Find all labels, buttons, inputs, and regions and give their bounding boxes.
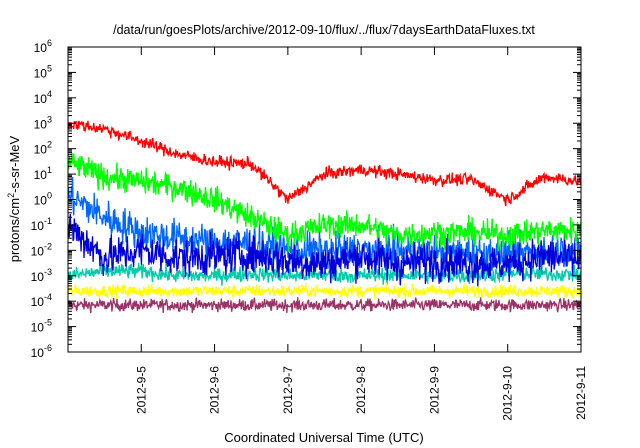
y-tick-label: 104 [34,89,52,106]
plot-frame [67,46,582,353]
y-tick-label: 10-5 [31,318,52,335]
y-tick-label: 10-6 [31,343,52,360]
y-tick-label: 10-4 [31,292,52,309]
y-tick-label: 106 [34,38,52,55]
y-tick-label: 101 [34,165,52,182]
y-tick-label: 10-2 [31,241,52,258]
y-tick-label: 103 [34,114,52,131]
y-tick-label: 105 [34,63,52,80]
y-tick-label: 100 [34,191,52,208]
series-line [67,282,582,300]
y-label-rest: -s-sr-MeV [7,135,22,192]
series-line [67,213,582,287]
series-layer [67,120,582,314]
series-line [67,262,582,286]
y-label-base: protons/cm [7,198,22,262]
x-axis-label: Coordinated Universal Time (UTC) [224,430,423,445]
y-label-superscript: 2 [6,193,16,198]
series-line [67,297,582,314]
y-tick-label: 10-1 [31,216,52,233]
y-tick-label: 10-3 [31,267,52,284]
x-tick-label: 2012-9-9 [427,366,441,414]
x-tick-label: 2012-9-8 [354,366,368,414]
x-tick-label: 2012-9-7 [281,366,295,414]
series-line [67,152,582,252]
y-axis-label: protons/cm2-s-sr-MeV [6,135,22,262]
series-line [67,120,582,207]
y-tick-label: 102 [34,140,52,157]
x-tick-label: 2012-9-6 [208,366,222,414]
x-tick-label: 2012-9-10 [501,366,515,421]
axis-layer: 10-6 10-5 10-4 10-3 10-2 10-1 100 101 102 103 104 1… [31,38,588,421]
chart-title: /data/run/goesPlots/archive/2012-09-10/f… [113,23,535,37]
x-tick-label: 2012-9-5 [134,366,148,414]
x-tick-label: 2012-9-11 [574,366,588,420]
